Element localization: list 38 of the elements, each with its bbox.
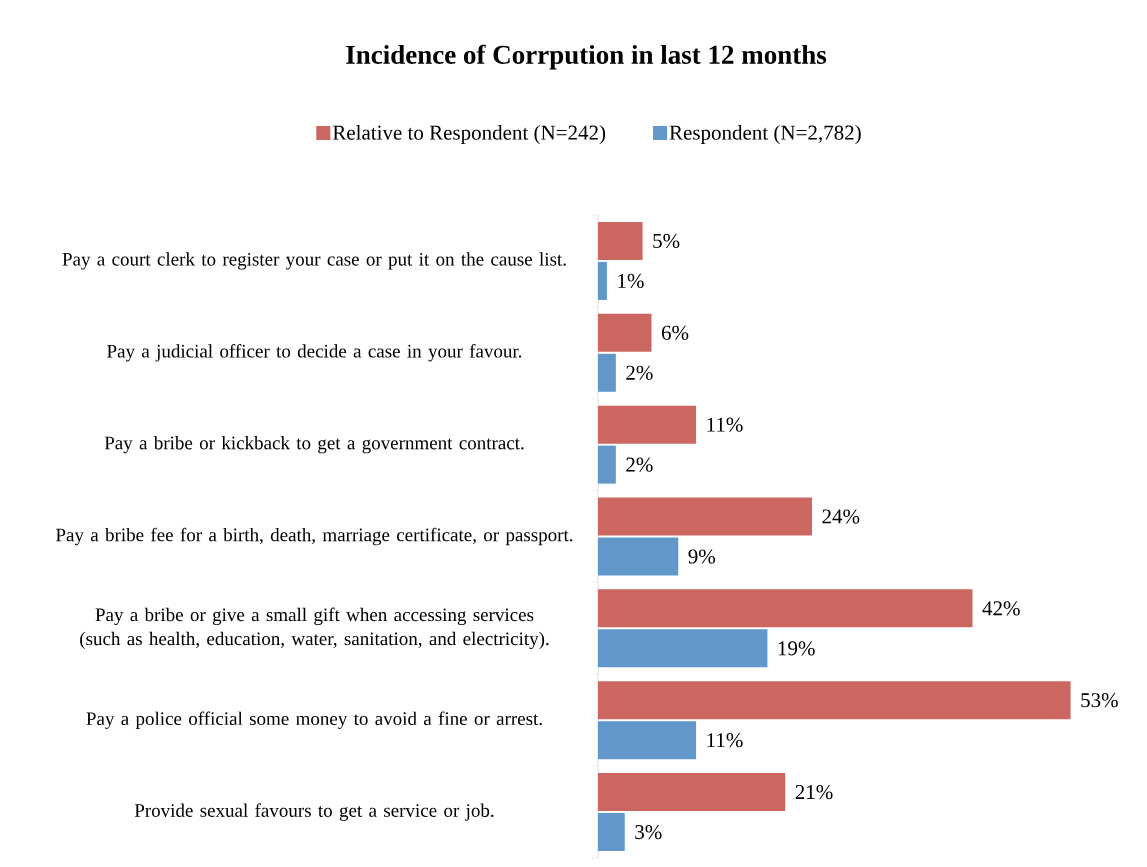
bar [598, 313, 652, 352]
data-label: 6% [661, 325, 689, 340]
bar [598, 629, 768, 668]
bar [598, 261, 607, 300]
legend-label: Relative to Respondent (N=242) [332, 124, 606, 145]
bar [598, 721, 697, 760]
y-tick-label: Pay a judicial officer to decide a case in your favour. [107, 344, 522, 362]
bar [598, 353, 616, 392]
chart-title: Incidence of Corrpution in last 12 months [346, 44, 827, 70]
bar [598, 681, 1071, 720]
data-label: 9% [688, 549, 716, 564]
data-label: 1% [618, 273, 644, 289]
data-label: 42% [982, 601, 1020, 616]
bar [598, 445, 616, 484]
y-tick-label: Pay a bribe fee for a birth, death, marriage certificate, or passport. [55, 527, 573, 546]
y-tick-label: Provide sexual favours to get a service or job. [134, 803, 494, 821]
bar [598, 813, 625, 852]
data-label: 19% [778, 641, 815, 656]
data-label: 2% [626, 457, 653, 472]
data-label: 11% [707, 417, 743, 432]
bar [598, 589, 973, 628]
bar [598, 497, 812, 536]
y-tick-label: Pay a police official some money to avoid a fine or arrest. [86, 711, 542, 729]
bar [598, 221, 643, 260]
data-label: 53% [1081, 693, 1118, 708]
bar [598, 537, 679, 576]
y-tick-label: Pay a bribe or give a small gift when accessing services (such as health, education, water, sanitation, and electricity). [80, 607, 549, 650]
y-tick-label: Pay a court clerk to register your case or put it on the cause list. [62, 252, 566, 270]
bar [598, 405, 697, 444]
data-label: 11% [707, 733, 743, 748]
data-label: 24% [822, 509, 860, 524]
bar [598, 773, 786, 812]
data-label: 2% [626, 365, 653, 380]
legend-label: Respondent (N=2,782) [669, 124, 861, 145]
y-tick-label: Pay a bribe or kickback to get a government contract. [104, 436, 524, 454]
data-label: 3% [635, 824, 662, 840]
data-label: 21% [795, 784, 833, 800]
data-label: 5% [653, 233, 680, 249]
